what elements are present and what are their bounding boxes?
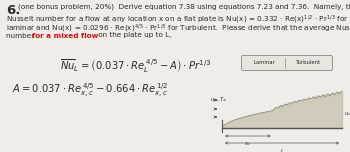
Text: $u_s$: $u_s$: [344, 110, 350, 118]
Text: Nusselt number for a flow at any location x on a flat plate is Nu(x) = 0.332 $\c: Nusselt number for a flow at any locatio…: [6, 14, 349, 26]
Text: $u_\infty, T_\infty$: $u_\infty, T_\infty$: [210, 96, 227, 104]
FancyBboxPatch shape: [241, 55, 332, 71]
Text: number: number: [6, 33, 36, 38]
Text: $A = 0.037 \cdot Re_{x,c}^{\,4/5} - 0.664 \cdot Re_{x,c}^{\,1/2}$: $A = 0.037 \cdot Re_{x,c}^{\,4/5} - 0.66…: [12, 82, 169, 100]
Text: Turbulent: Turbulent: [295, 60, 321, 66]
Text: for a mixed flow: for a mixed flow: [32, 33, 98, 38]
Text: $L$: $L$: [280, 147, 284, 152]
Text: Laminar: Laminar: [253, 60, 275, 66]
Text: 6.: 6.: [6, 4, 20, 17]
Text: (one bonus problem, 20%)  Derive equation 7.38 using equations 7.23 and 7.36.  N: (one bonus problem, 20%) Derive equation…: [18, 4, 350, 10]
Text: $\overline{Nu}_L = \left(0.037 \cdot Re_L^{\,4/5} - A\right) \cdot Pr^{1/3}$: $\overline{Nu}_L = \left(0.037 \cdot Re_…: [60, 58, 211, 76]
Text: $x_c$: $x_c$: [244, 140, 251, 148]
Text: laminar and Nu(x) = 0.0296 $\cdot$ Re(x)$^{4/5}$ $\cdot$ Pr$^{1/3}$ for Turbulen: laminar and Nu(x) = 0.0296 $\cdot$ Re(x)…: [6, 23, 350, 35]
Text: on the plate up to L,: on the plate up to L,: [96, 33, 172, 38]
